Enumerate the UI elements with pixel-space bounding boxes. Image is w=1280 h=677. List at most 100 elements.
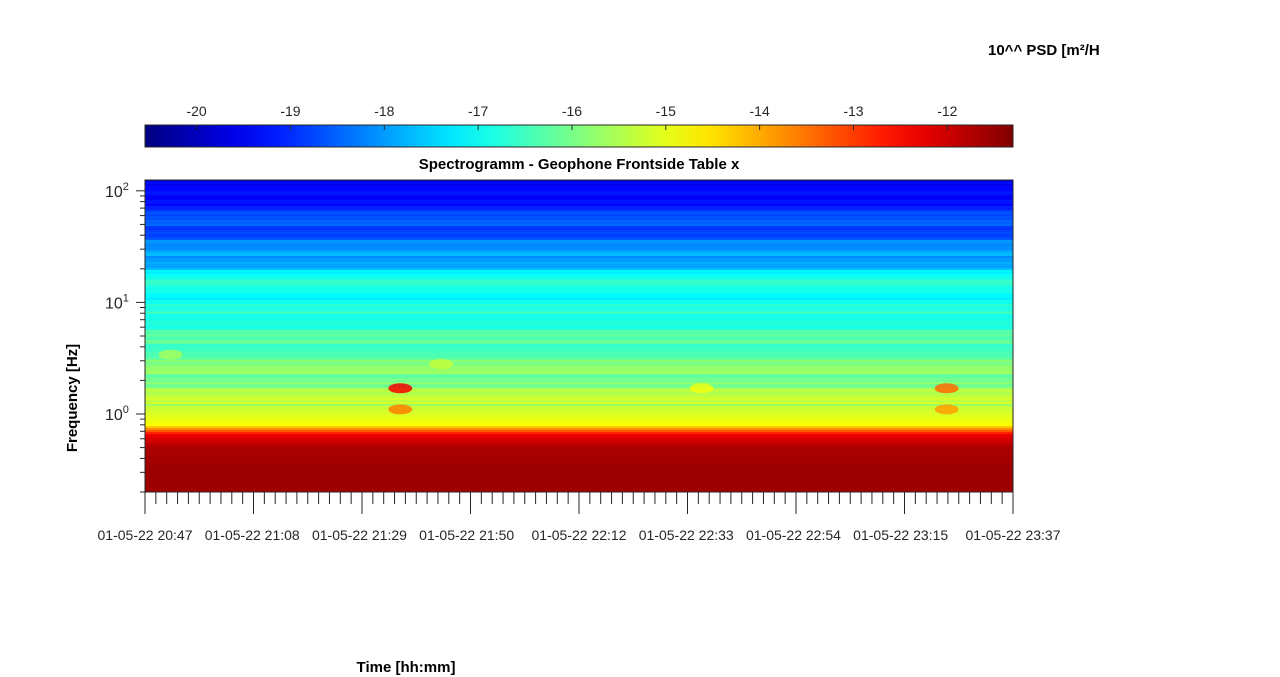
heatmap-band <box>145 250 1013 253</box>
colorbar-ticks: -20 -19 -18 -17 -16 -15 -14 -13 -12 <box>186 103 958 130</box>
heatmap-band <box>145 206 1013 209</box>
y-tick-label: 102 <box>105 181 129 201</box>
heatmap-band <box>145 458 1013 461</box>
heatmap-band <box>145 228 1013 231</box>
heatmap-band <box>145 294 1013 297</box>
heatmap-band <box>145 240 1013 243</box>
heatmap-band <box>145 464 1013 467</box>
colorbar: -20 -19 -18 -17 -16 -15 -14 -13 -12 <box>144 103 1014 148</box>
heatmap-band <box>145 340 1013 343</box>
heatmap-band <box>145 448 1013 451</box>
colorbar-tick-label: -19 <box>280 103 300 119</box>
heatmap-band <box>145 242 1013 245</box>
heatmap-band <box>145 378 1013 381</box>
heatmap-band <box>145 202 1013 205</box>
heatmap-band <box>145 186 1013 189</box>
heatmap-band <box>145 360 1013 363</box>
heatmap-band <box>145 410 1013 413</box>
heatmap-band <box>145 196 1013 199</box>
heatmap-band <box>145 300 1013 303</box>
heatmap-band <box>145 320 1013 323</box>
heatmap-band <box>145 182 1013 185</box>
heatmap-band <box>145 188 1013 191</box>
heatmap-band <box>145 402 1013 405</box>
heatmap-band <box>145 290 1013 293</box>
x-tick-label: 01-05-22 22:54 <box>746 527 841 543</box>
colorbar-tick-label: -14 <box>750 103 770 119</box>
heatmap-band <box>145 392 1013 395</box>
heatmap-band <box>145 440 1013 443</box>
heatmap-band <box>145 270 1013 273</box>
heatmap-band <box>145 238 1013 241</box>
heatmap-band <box>145 466 1013 469</box>
y-axis-label: Frequency [Hz] <box>64 344 81 452</box>
heatmap-band <box>145 284 1013 287</box>
x-tick-label: 01-05-22 21:08 <box>205 527 300 543</box>
heatmap-band <box>145 398 1013 401</box>
heatmap-band <box>145 436 1013 439</box>
heatmap-band <box>145 394 1013 397</box>
heatmap-band <box>145 384 1013 387</box>
heatmap-band <box>145 412 1013 415</box>
heatmap-band <box>145 252 1013 255</box>
heatmap-band <box>145 432 1013 435</box>
heatmap-band <box>145 236 1013 239</box>
heatmap-band <box>145 298 1013 301</box>
heatmap-band <box>145 276 1013 279</box>
heatmap-band <box>145 344 1013 347</box>
heatmap-band <box>145 420 1013 423</box>
heatmap-band <box>145 354 1013 357</box>
heatmap-band <box>145 254 1013 257</box>
heatmap-band <box>145 264 1013 267</box>
heatmap-band <box>145 472 1013 475</box>
heatmap-band <box>145 288 1013 291</box>
heatmap-band <box>145 478 1013 481</box>
heatmap-band <box>145 408 1013 411</box>
heatmap-band <box>145 404 1013 407</box>
colorbar-tick-label: -12 <box>937 103 957 119</box>
heatmap-band <box>145 424 1013 427</box>
y-axis: 100 101 102 <box>105 181 145 493</box>
heatmap-band <box>145 382 1013 385</box>
heatmap-band <box>145 380 1013 383</box>
heatmap-band <box>145 326 1013 329</box>
heatmap-band <box>145 386 1013 389</box>
x-tick-label: 01-05-22 21:50 <box>419 527 514 543</box>
heatmap-band <box>145 470 1013 473</box>
heatmap-band <box>145 406 1013 409</box>
heatmap-band <box>145 462 1013 465</box>
heatmap-band <box>145 442 1013 445</box>
heatmap-band <box>145 304 1013 307</box>
heatmap-band <box>145 486 1013 489</box>
heatmap-band <box>145 396 1013 399</box>
heatmap-band <box>145 272 1013 275</box>
colorbar-tick-label: -17 <box>468 103 488 119</box>
hot-spot <box>689 383 714 394</box>
colorbar-label: 10^^ PSD [m²/H <box>988 42 1100 59</box>
heatmap-band <box>145 348 1013 351</box>
heatmap-band <box>145 390 1013 393</box>
x-axis: 01-05-22 20:47 01-05-22 21:08 01-05-22 21:… <box>98 492 1061 543</box>
heatmap-band <box>145 314 1013 317</box>
x-tick-label: 01-05-22 23:15 <box>853 527 948 543</box>
x-tick-label: 01-05-22 20:47 <box>98 527 193 543</box>
heatmap-band <box>145 216 1013 219</box>
plot-area <box>144 179 1014 493</box>
heatmap-band <box>145 368 1013 371</box>
heatmap-band <box>145 358 1013 361</box>
heatmap-band <box>145 332 1013 335</box>
heatmap-band <box>145 244 1013 247</box>
heatmap-band <box>145 308 1013 311</box>
heatmap-band <box>145 330 1013 333</box>
heatmap-band <box>145 214 1013 217</box>
heatmap-band <box>145 280 1013 283</box>
heatmap-band <box>145 372 1013 375</box>
colorbar-tick-label: -16 <box>562 103 582 119</box>
heatmap-band <box>145 192 1013 195</box>
heatmap-band <box>145 194 1013 197</box>
heatmap-band <box>145 190 1013 193</box>
chart-title: Spectrogramm - Geophone Frontside Table … <box>419 156 740 173</box>
heatmap-band <box>145 450 1013 453</box>
heatmap-band <box>145 342 1013 345</box>
heatmap-band <box>145 222 1013 225</box>
